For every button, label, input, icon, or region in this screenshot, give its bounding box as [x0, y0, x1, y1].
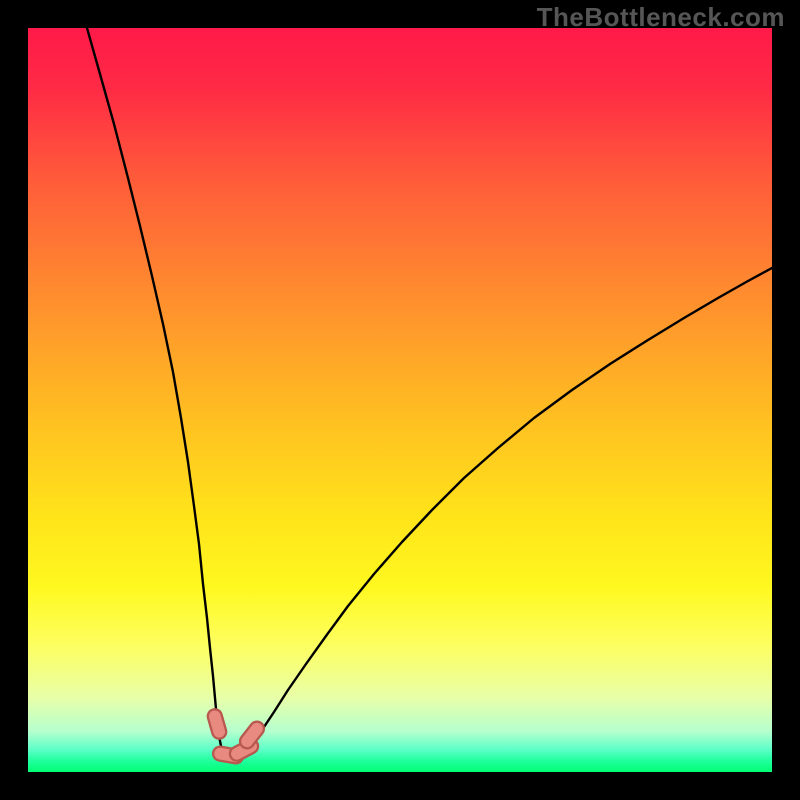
watermark-text: TheBottleneck.com — [537, 2, 785, 33]
chart-background — [28, 28, 772, 772]
plot-area — [28, 28, 772, 772]
chart-svg — [28, 28, 772, 772]
